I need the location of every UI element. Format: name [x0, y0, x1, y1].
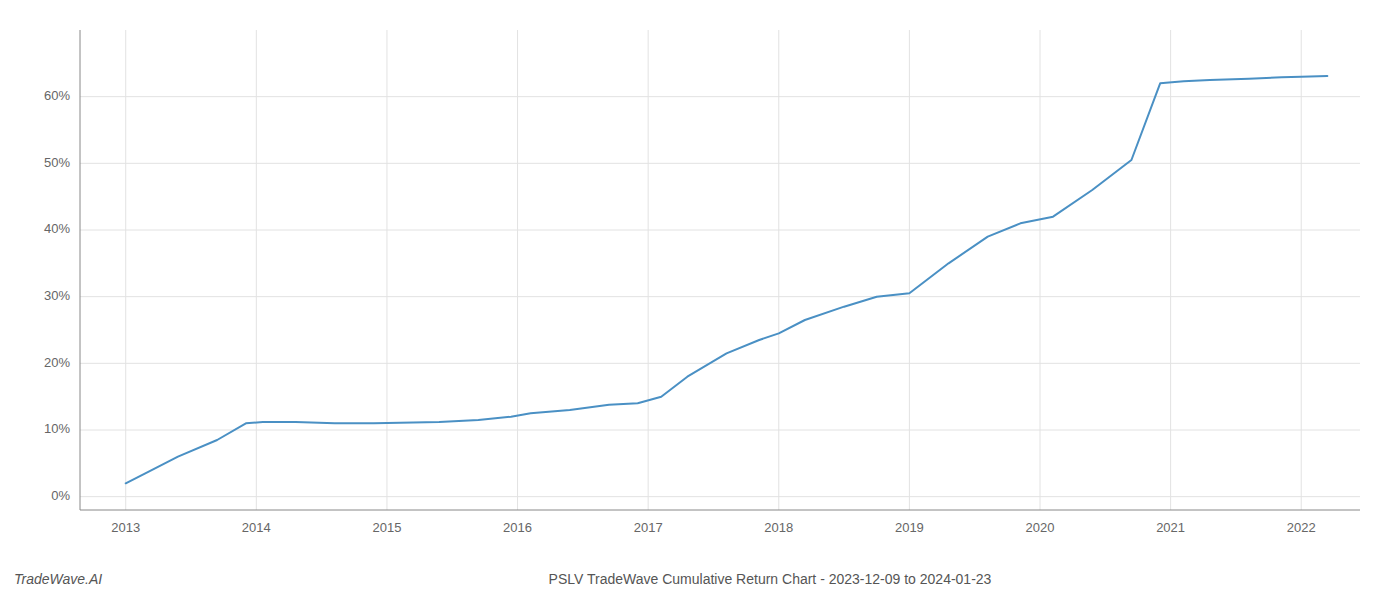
y-tick-label: 50%	[44, 155, 70, 170]
x-grid-line	[909, 30, 910, 510]
grid	[80, 30, 1360, 510]
y-tick-label: 10%	[44, 421, 70, 436]
x-tick-label: 2015	[372, 520, 401, 535]
y-grid-line	[80, 363, 1360, 364]
x-grid-line	[648, 30, 649, 510]
title: PSLV TradeWave Cumulative Return Chart -…	[549, 571, 992, 587]
x-tick-label: 2022	[1287, 520, 1316, 535]
chart: 0% 10% 20% 30% 40% 50% 60% 2013 2014 2015 2016 2017…	[0, 0, 1400, 600]
y-grid-line	[80, 496, 1360, 497]
line	[126, 76, 1328, 483]
axes: 0% 10% 20% 30% 40% 50% 60% 2013 2014 2015 2016 2017…	[44, 30, 1360, 535]
y-tick-label: 20%	[44, 355, 70, 370]
y-grid-line	[80, 430, 1360, 431]
x-grid-line	[778, 30, 779, 510]
y-grid-line	[80, 296, 1360, 297]
x-grid-line	[125, 30, 126, 510]
x-axis-line	[80, 510, 1360, 511]
plot-area	[126, 76, 1328, 483]
x-grid-line	[386, 30, 387, 510]
watermark: TradeWave.AI	[14, 571, 102, 587]
y-tick-label: 40%	[44, 221, 70, 236]
x-tick-label: 2017	[634, 520, 663, 535]
y-tick-label: 30%	[44, 288, 70, 303]
y-axis-line	[80, 30, 81, 510]
x-tick-label: 2021	[1156, 520, 1185, 535]
y-grid-line	[80, 96, 1360, 97]
x-grid-line	[1301, 30, 1302, 510]
x-grid-line	[1170, 30, 1171, 510]
x-tick-label: 2019	[895, 520, 924, 535]
y-grid-line	[80, 230, 1360, 231]
x-grid-line	[1040, 30, 1041, 510]
x-tick-label: 2013	[111, 520, 140, 535]
x-tick-label: 2018	[764, 520, 793, 535]
x-grid-line	[517, 30, 518, 510]
x-tick-label: 2016	[503, 520, 532, 535]
y-grid-line	[80, 163, 1360, 164]
x-tick-label: 2014	[242, 520, 271, 535]
x-grid-line	[256, 30, 257, 510]
x-tick-label: 2020	[1026, 520, 1055, 535]
y-tick-label: 0%	[51, 488, 70, 503]
y-tick-label: 60%	[44, 88, 70, 103]
